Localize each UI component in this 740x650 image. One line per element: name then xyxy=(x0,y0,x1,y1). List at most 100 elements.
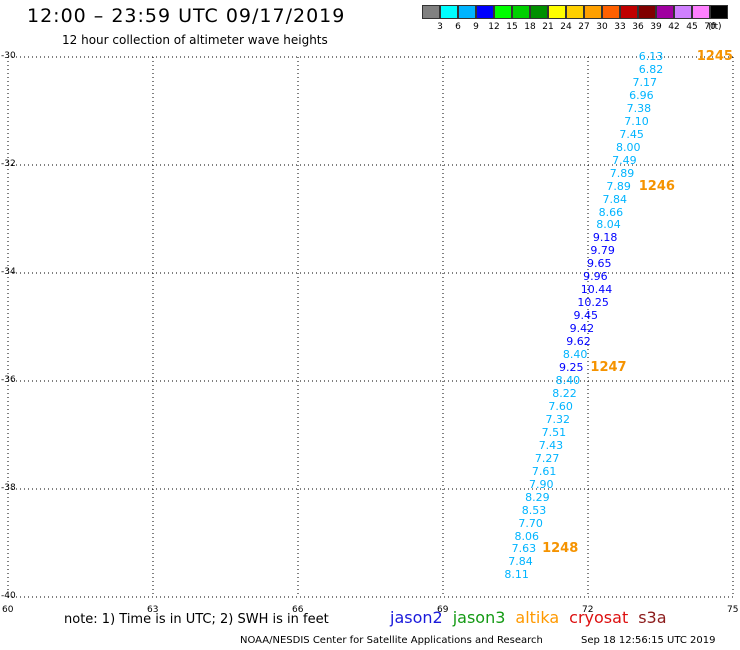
wave-height-value: 8.11 xyxy=(504,568,529,582)
color-swatch xyxy=(656,5,674,19)
color-scale-label: 18 xyxy=(524,22,536,32)
color-swatch xyxy=(458,5,476,19)
pass-time-label: 1247 xyxy=(590,360,627,376)
longitude-label: 66 xyxy=(292,605,304,615)
wave-height-value: 7.89 xyxy=(606,179,631,193)
color-scale-label: 15 xyxy=(506,22,518,32)
wave-height-value: 9.25 xyxy=(559,361,584,375)
wave-height-value: 8.66 xyxy=(598,205,624,219)
wave-height-value: 7.60 xyxy=(548,399,573,413)
wave-height-value: 7.38 xyxy=(626,101,652,115)
wave-height-value: 7.84 xyxy=(508,555,533,569)
color-swatch xyxy=(422,5,440,19)
satellite-legend-item: s3a xyxy=(638,608,667,627)
wave-height-value: 7.63 xyxy=(511,542,537,556)
color-scale-label: 39 xyxy=(650,22,662,32)
wave-height-value: 7.61 xyxy=(531,464,557,478)
longitude-label: 63 xyxy=(147,605,159,615)
wave-height-value: 7.90 xyxy=(529,477,554,491)
wave-height-value: 8.04 xyxy=(596,218,621,232)
latitude-label: -36 xyxy=(1,375,16,385)
color-swatch xyxy=(440,5,458,19)
wave-height-value: 8.40 xyxy=(555,374,581,387)
satellite-legend-item: cryosat xyxy=(569,608,629,627)
wave-height-value: 7.43 xyxy=(538,438,564,452)
latitude-label: -40 xyxy=(1,591,16,601)
pass-time-label: 1248 xyxy=(542,541,579,557)
color-swatch xyxy=(530,5,548,19)
wave-height-value: 7.84 xyxy=(602,192,628,206)
color-scale-label: 6 xyxy=(455,22,461,32)
wave-height-value: 9.79 xyxy=(590,244,615,258)
color-scale-label: 3 xyxy=(437,22,443,32)
page-subtitle: 12 hour collection of altimeter wave hei… xyxy=(62,33,328,47)
color-swatch xyxy=(620,5,638,19)
footnote: note: 1) Time is in UTC; 2) SWH is in fe… xyxy=(64,612,329,627)
color-swatch xyxy=(476,5,494,19)
wave-height-value: 8.22 xyxy=(552,386,577,400)
longitude-label: 72 xyxy=(582,605,594,615)
wave-height-value: 7.89 xyxy=(609,166,635,180)
wave-height-value: 7.32 xyxy=(545,412,570,426)
color-scale-label: 33 xyxy=(614,22,626,32)
satellite-legend-item: altika xyxy=(515,608,560,627)
wave-height-value: 6.82 xyxy=(638,62,664,76)
wave-height-value: 7.17 xyxy=(632,75,657,89)
wave-height-value: 8.00 xyxy=(616,140,641,154)
satellite-legend: jason2 jason3 altika cryosat s3a xyxy=(390,608,677,627)
color-swatch xyxy=(674,5,692,19)
longitude-label: 60 xyxy=(2,605,14,615)
longitude-label: 69 xyxy=(437,605,449,615)
wave-height-value: 10.44 xyxy=(580,283,613,297)
pass-time-label: 1246 xyxy=(638,178,675,194)
color-swatch xyxy=(494,5,512,19)
wave-height-value: 6.96 xyxy=(629,88,654,102)
page-title: 12:00 – 23:59 UTC 09/17/2019 xyxy=(27,5,346,27)
wave-height-value: 7.10 xyxy=(624,114,649,128)
latitude-label: -34 xyxy=(1,267,16,277)
pass-time-label: 1245 xyxy=(696,49,733,64)
color-scale-label: 24 xyxy=(560,22,572,32)
color-swatch xyxy=(638,5,656,19)
wave-height-value: 9.96 xyxy=(583,270,608,284)
color-scale-label: 30 xyxy=(596,22,608,32)
color-swatch xyxy=(602,5,620,19)
wave-height-value: 8.40 xyxy=(562,348,588,362)
wave-height-value: 8.06 xyxy=(514,529,540,543)
color-scale-label: 70 xyxy=(704,22,716,32)
color-swatch xyxy=(548,5,566,19)
generation-timestamp: Sep 18 12:56:15 UTC 2019 xyxy=(581,635,716,646)
wave-height-value: 6.13 xyxy=(638,50,664,63)
latitude-label: -38 xyxy=(1,483,16,493)
color-scale-label: 27 xyxy=(578,22,590,32)
wave-height-value: 7.49 xyxy=(612,153,637,167)
color-swatch xyxy=(692,5,710,19)
color-scale-label: 45 xyxy=(686,22,698,32)
color-scale-label: 36 xyxy=(632,22,644,32)
color-scale-unit: (ft) xyxy=(708,22,722,32)
wave-height-value: 7.27 xyxy=(534,451,560,465)
color-swatch xyxy=(584,5,602,19)
wave-height-value: 10.25 xyxy=(577,296,609,310)
wave-height-value: 9.45 xyxy=(573,309,599,323)
wave-height-value: 9.65 xyxy=(587,257,612,271)
wave-height-value: 7.51 xyxy=(541,425,567,439)
wave-height-value: 9.18 xyxy=(592,231,618,245)
longitude-label: 75 xyxy=(727,605,739,615)
wave-height-value: 9.42 xyxy=(569,322,595,336)
satellite-legend-item: jason3 xyxy=(452,608,506,627)
wave-height-value: 7.70 xyxy=(518,516,543,530)
latitude-label: -30 xyxy=(1,51,16,61)
credit-text: NOAA/NESDIS Center for Satellite Applica… xyxy=(240,635,543,646)
wave-height-value: 8.29 xyxy=(525,490,550,504)
satellite-legend-item: jason2 xyxy=(390,608,443,627)
color-swatch xyxy=(710,5,728,19)
color-scale-label: 21 xyxy=(542,22,554,32)
wave-height-value: 9.62 xyxy=(566,335,591,349)
color-scale-label: 42 xyxy=(668,22,680,32)
wave-height-value: 7.45 xyxy=(619,127,644,141)
latitude-label: -32 xyxy=(1,159,16,169)
color-swatch xyxy=(566,5,584,19)
color-scale-label: 9 xyxy=(473,22,479,32)
